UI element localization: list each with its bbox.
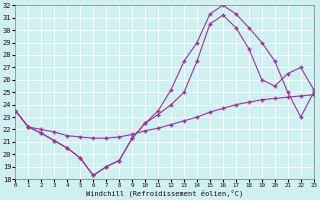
X-axis label: Windchill (Refroidissement éolien,°C): Windchill (Refroidissement éolien,°C) [86, 190, 243, 197]
